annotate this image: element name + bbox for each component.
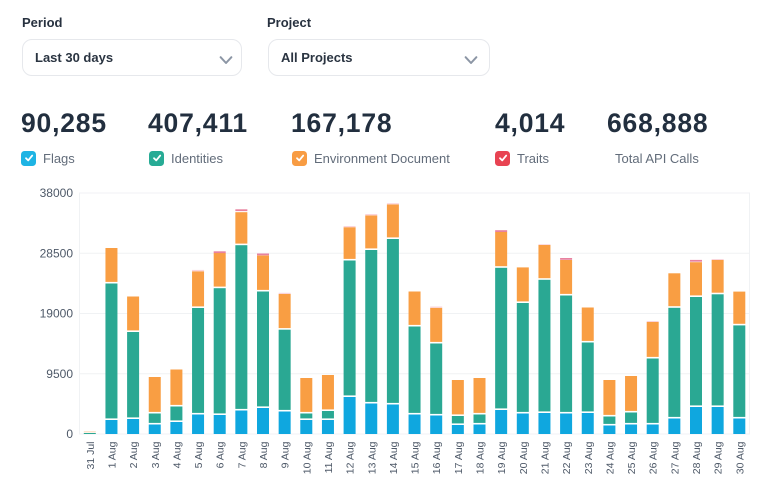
svg-text:12 Aug: 12 Aug: [345, 441, 357, 474]
svg-text:24 Aug: 24 Aug: [604, 441, 616, 474]
svg-text:13 Aug: 13 Aug: [366, 441, 378, 474]
svg-text:29 Aug: 29 Aug: [713, 441, 725, 474]
svg-text:16 Aug: 16 Aug: [431, 441, 443, 474]
svg-text:11 Aug: 11 Aug: [323, 441, 335, 473]
svg-text:4 Aug: 4 Aug: [171, 441, 183, 468]
svg-text:31 Jul: 31 Jul: [85, 442, 97, 470]
svg-text:5 Aug: 5 Aug: [193, 441, 205, 468]
svg-text:8 Aug: 8 Aug: [258, 441, 270, 468]
svg-text:20 Aug: 20 Aug: [518, 441, 530, 474]
svg-text:27 Aug: 27 Aug: [669, 441, 681, 474]
svg-text:19 Aug: 19 Aug: [496, 441, 508, 474]
svg-text:30 Aug: 30 Aug: [734, 441, 746, 474]
svg-text:2 Aug: 2 Aug: [128, 441, 140, 468]
svg-text:28500: 28500: [40, 246, 74, 260]
svg-text:19000: 19000: [40, 307, 74, 321]
svg-text:38000: 38000: [40, 186, 74, 200]
svg-text:17 Aug: 17 Aug: [453, 441, 465, 474]
svg-text:23 Aug: 23 Aug: [583, 441, 595, 474]
svg-text:7 Aug: 7 Aug: [236, 441, 248, 468]
svg-text:28 Aug: 28 Aug: [691, 441, 703, 474]
svg-text:21 Aug: 21 Aug: [539, 441, 551, 474]
svg-text:0: 0: [66, 427, 73, 441]
svg-text:14 Aug: 14 Aug: [388, 441, 400, 474]
svg-text:6 Aug: 6 Aug: [215, 441, 227, 468]
svg-text:26 Aug: 26 Aug: [648, 441, 660, 474]
svg-text:15 Aug: 15 Aug: [410, 441, 422, 474]
svg-text:3 Aug: 3 Aug: [150, 441, 162, 468]
svg-text:18 Aug: 18 Aug: [475, 441, 487, 474]
svg-text:9500: 9500: [46, 367, 73, 381]
svg-text:1 Aug: 1 Aug: [106, 441, 118, 468]
svg-text:22 Aug: 22 Aug: [561, 441, 573, 474]
svg-text:9 Aug: 9 Aug: [280, 441, 292, 468]
svg-text:25 Aug: 25 Aug: [626, 441, 638, 474]
svg-text:10 Aug: 10 Aug: [301, 441, 313, 474]
